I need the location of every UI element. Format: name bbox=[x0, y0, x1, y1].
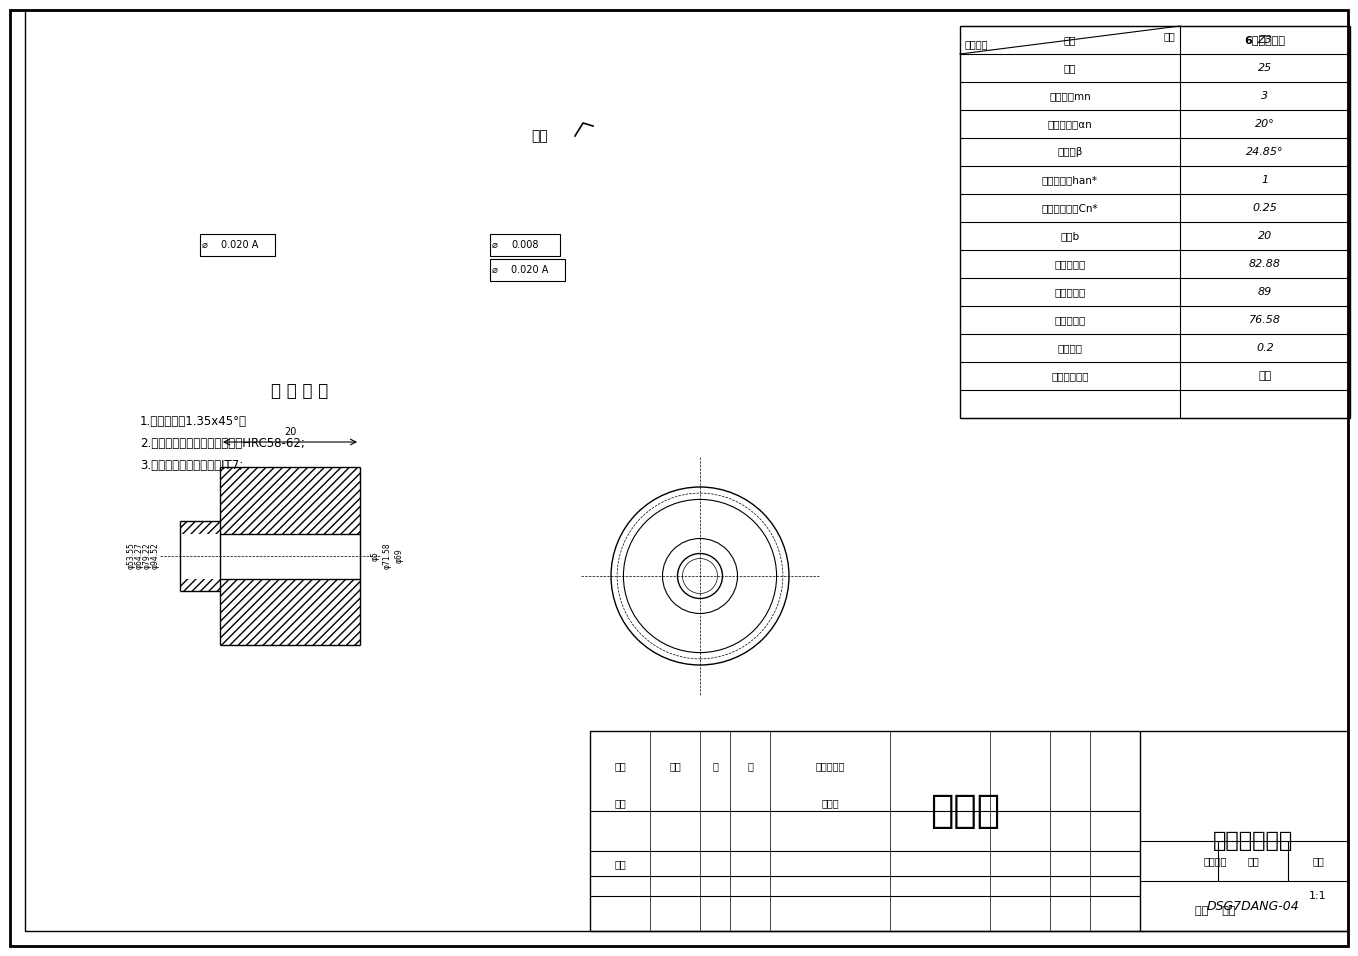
Text: 0.25: 0.25 bbox=[1252, 203, 1278, 213]
Text: 技 术 要 求: 技 术 要 求 bbox=[272, 382, 329, 400]
Bar bbox=[960, 26, 1350, 418]
Text: ⌀: ⌀ bbox=[202, 240, 208, 250]
Text: 0.2: 0.2 bbox=[1256, 343, 1274, 353]
Text: 分: 分 bbox=[712, 761, 718, 771]
Text: 齿顶高系数han*: 齿顶高系数han* bbox=[1042, 175, 1099, 185]
Bar bbox=[200, 234, 276, 256]
Text: φ64.27: φ64.27 bbox=[134, 543, 144, 570]
Text: 齿轮倾斜方向: 齿轮倾斜方向 bbox=[1051, 371, 1089, 381]
Bar bbox=[220, 578, 360, 645]
Bar bbox=[490, 259, 565, 281]
Text: 1: 1 bbox=[1262, 175, 1268, 185]
Text: 2.渗碳后表面淬火后齿面硬度为HRC58-62;: 2.渗碳后表面淬火后齿面硬度为HRC58-62; bbox=[140, 437, 306, 449]
Text: 3.未注偏差尺寸处精度为IT7;: 3.未注偏差尺寸处精度为IT7; bbox=[140, 459, 243, 471]
Text: 0.020 A: 0.020 A bbox=[512, 265, 549, 275]
Text: 法面压力角αn: 法面压力角αn bbox=[1047, 119, 1092, 129]
Text: 阶段标记: 阶段标记 bbox=[1203, 856, 1226, 866]
Text: 齿数: 齿数 bbox=[1063, 63, 1077, 73]
Text: 齿根圆直径: 齿根圆直径 bbox=[1054, 315, 1085, 325]
Text: 齿数: 齿数 bbox=[1063, 35, 1077, 45]
Text: 82.88: 82.88 bbox=[1249, 259, 1281, 269]
Text: 3: 3 bbox=[1262, 91, 1268, 101]
Text: 其余: 其余 bbox=[531, 129, 549, 143]
Bar bbox=[490, 234, 559, 256]
Text: 变位系数: 变位系数 bbox=[1058, 343, 1082, 353]
Text: 区: 区 bbox=[747, 761, 752, 771]
Text: 齿轮: 齿轮 bbox=[1164, 31, 1175, 41]
Text: φ94.52: φ94.52 bbox=[151, 543, 159, 570]
Text: ⌀: ⌀ bbox=[492, 265, 498, 275]
Text: 20°: 20° bbox=[1255, 119, 1275, 129]
Bar bbox=[589, 731, 1348, 931]
Text: 齿轮参数: 齿轮参数 bbox=[966, 39, 989, 49]
Text: 左旋: 左旋 bbox=[1259, 371, 1271, 381]
Text: 齿顶圆直径: 齿顶圆直径 bbox=[1054, 287, 1085, 297]
Text: 设计: 设计 bbox=[614, 798, 626, 808]
Text: 76.58: 76.58 bbox=[1249, 315, 1281, 325]
Text: 法面模数mn: 法面模数mn bbox=[1050, 91, 1090, 101]
Text: 处数: 处数 bbox=[669, 761, 680, 771]
Text: DSG7DANG-04: DSG7DANG-04 bbox=[1207, 900, 1300, 912]
Text: 24.85°: 24.85° bbox=[1247, 147, 1283, 157]
Text: 齿宽b: 齿宽b bbox=[1061, 231, 1080, 241]
Text: φ53.55: φ53.55 bbox=[126, 543, 136, 570]
Text: 标准化: 标准化 bbox=[822, 798, 839, 808]
Text: 零件图: 零件图 bbox=[930, 792, 999, 830]
Text: ⌀: ⌀ bbox=[492, 240, 498, 250]
Text: 共张    第张: 共张 第张 bbox=[1195, 906, 1236, 916]
Text: 20: 20 bbox=[1258, 231, 1272, 241]
Text: 螺旋角β: 螺旋角β bbox=[1058, 147, 1082, 157]
Text: 0.020 A: 0.020 A bbox=[221, 240, 258, 250]
Text: 20: 20 bbox=[284, 427, 296, 437]
Text: 重量: 重量 bbox=[1247, 856, 1259, 866]
Text: 审核: 审核 bbox=[614, 859, 626, 869]
Text: φ79.22: φ79.22 bbox=[143, 543, 152, 570]
Bar bbox=[220, 467, 360, 533]
Text: 更改文件号: 更改文件号 bbox=[815, 761, 845, 771]
Text: φ71.58: φ71.58 bbox=[383, 543, 391, 570]
Text: φ69: φ69 bbox=[395, 549, 403, 563]
Text: 六档主动齿轮: 六档主动齿轮 bbox=[1213, 831, 1293, 851]
Text: 89: 89 bbox=[1258, 287, 1272, 297]
Text: Z3: Z3 bbox=[1258, 35, 1272, 45]
Text: 0.008: 0.008 bbox=[511, 240, 539, 250]
Text: 比例: 比例 bbox=[1312, 856, 1324, 866]
Text: φ5: φ5 bbox=[371, 551, 379, 561]
Bar bbox=[181, 521, 220, 533]
Text: 1.未注倒角为1.35x45°；: 1.未注倒角为1.35x45°； bbox=[140, 415, 247, 427]
Text: 6档主动齿轮: 6档主动齿轮 bbox=[1244, 35, 1286, 45]
Text: 分度圆直径: 分度圆直径 bbox=[1054, 259, 1085, 269]
Text: 25: 25 bbox=[1258, 63, 1272, 73]
Text: 1:1: 1:1 bbox=[1309, 891, 1327, 901]
Bar bbox=[181, 578, 220, 591]
Text: 法面顶隙系数Cn*: 法面顶隙系数Cn* bbox=[1042, 203, 1099, 213]
Text: 标记: 标记 bbox=[614, 761, 626, 771]
